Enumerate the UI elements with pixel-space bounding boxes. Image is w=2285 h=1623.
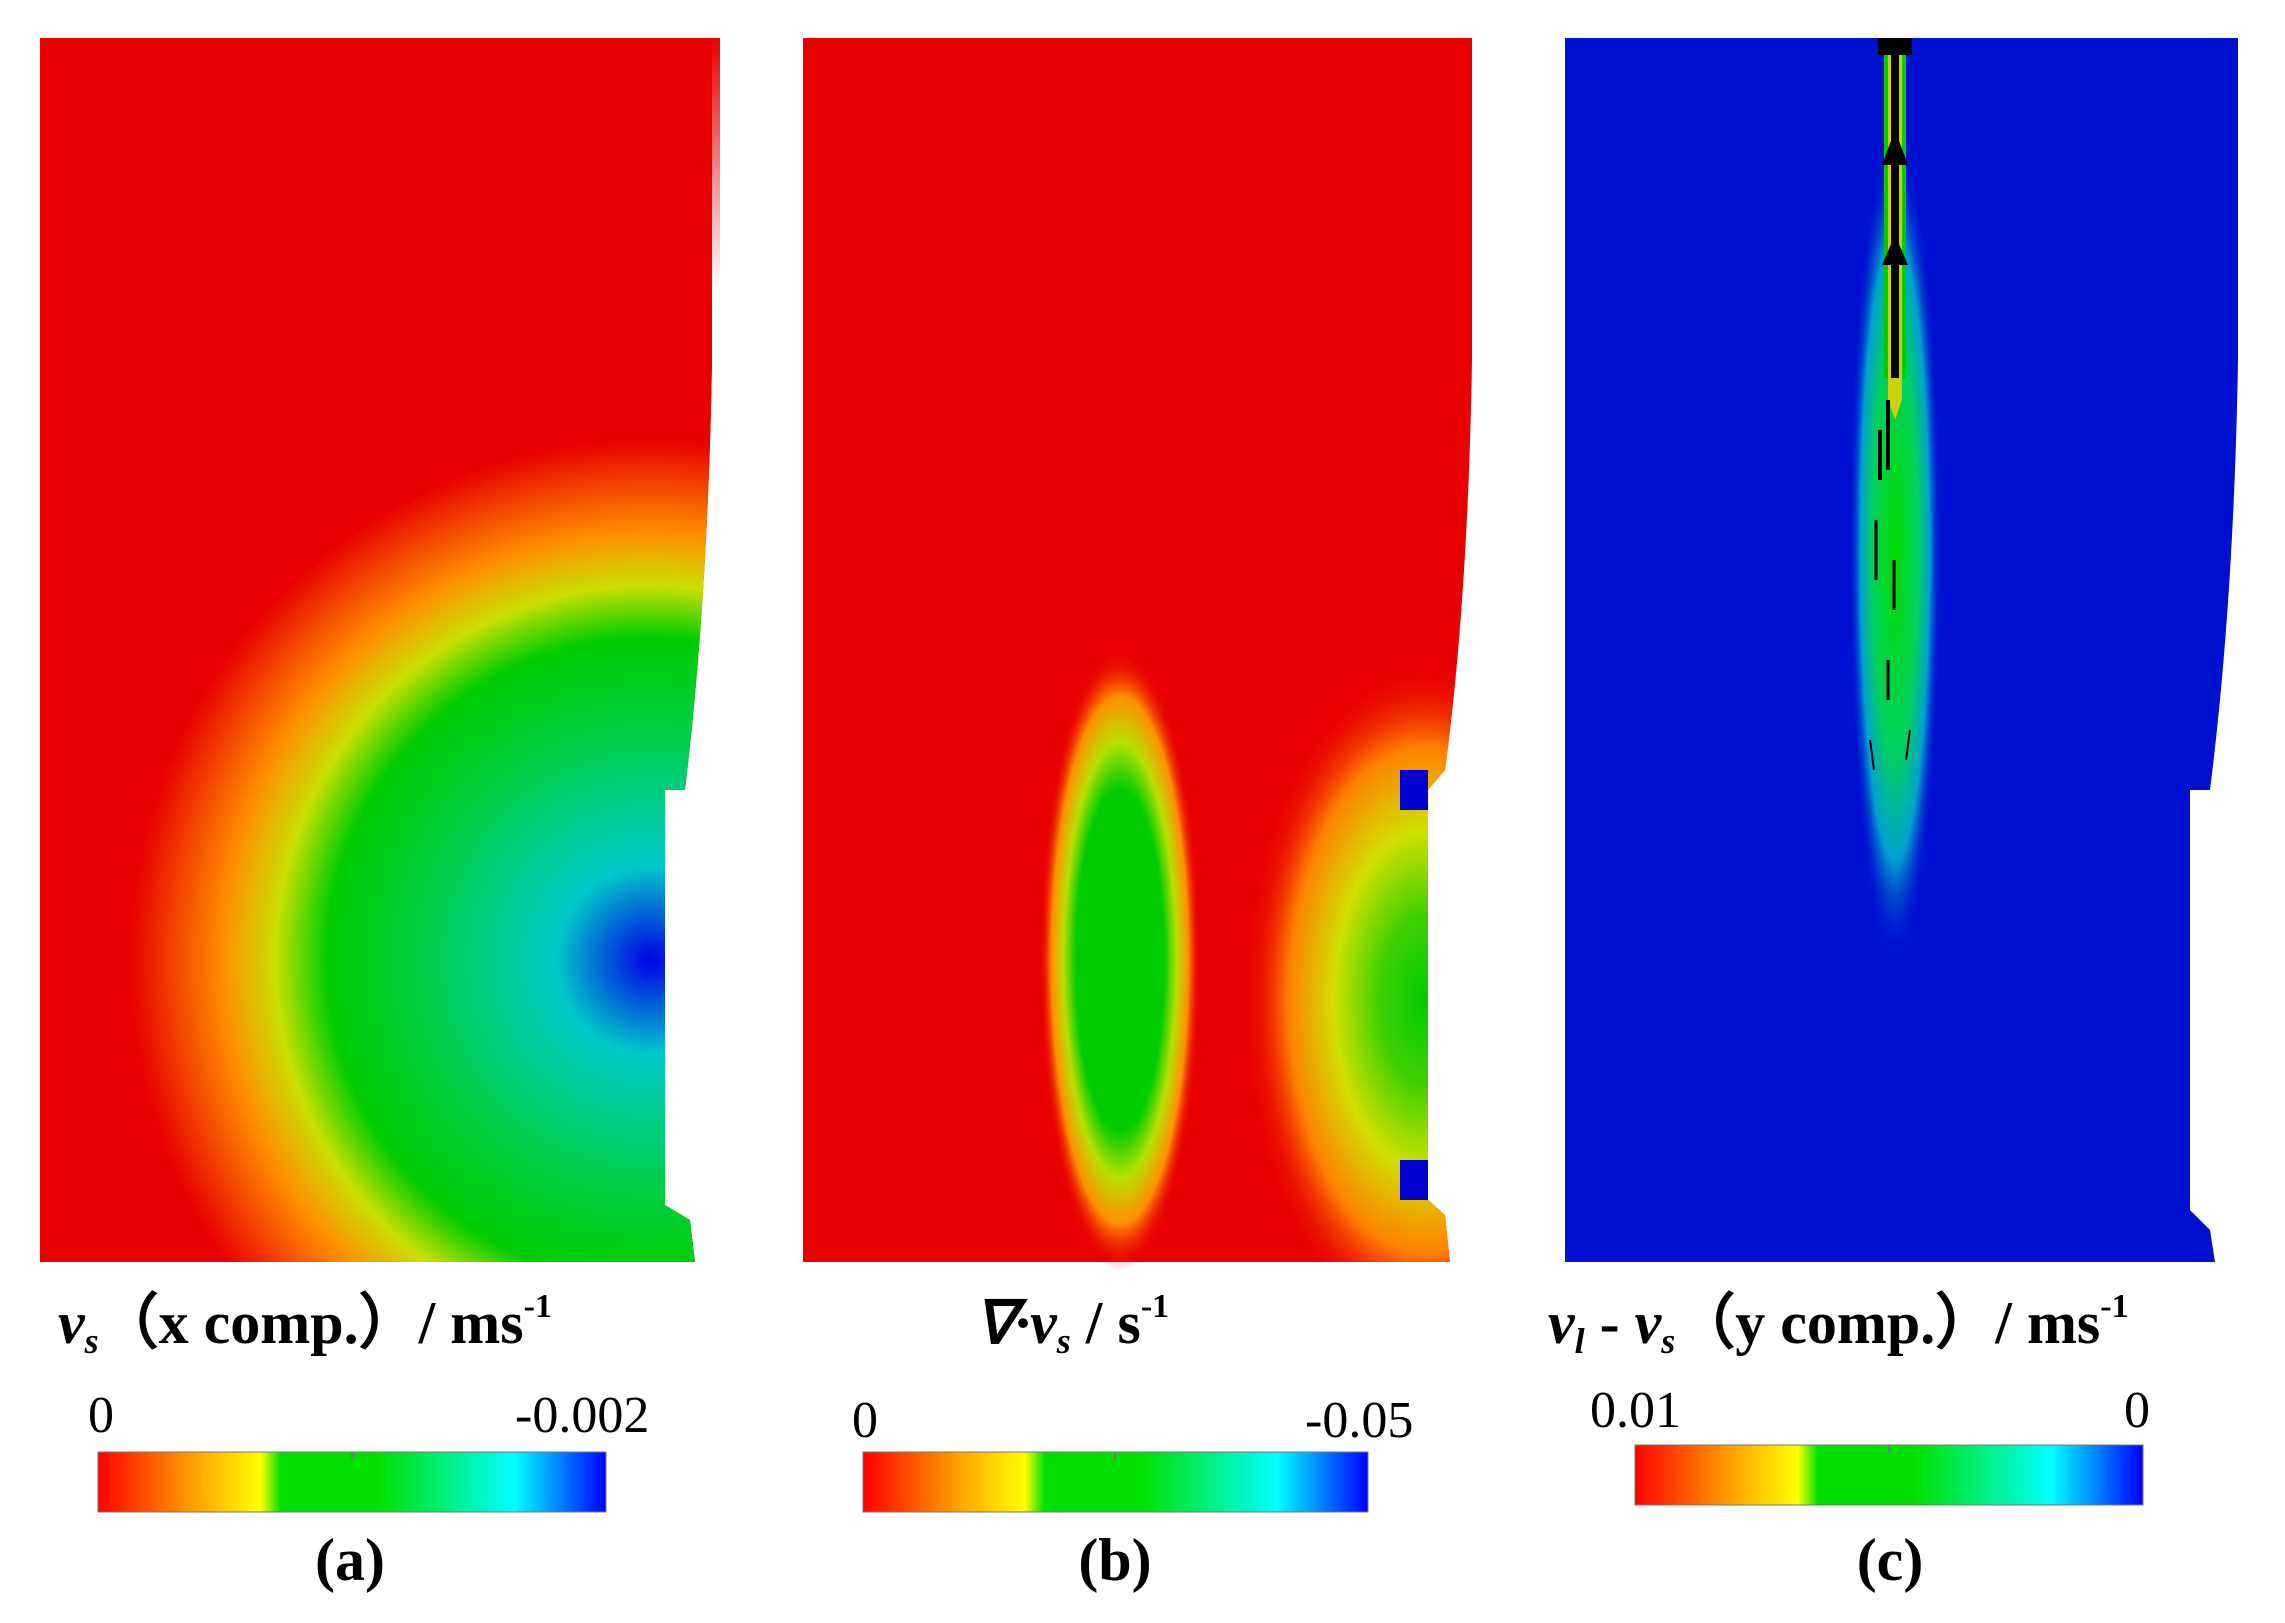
colorbar-c — [1634, 1444, 2144, 1506]
title-c-mid2: - — [1584, 1290, 1635, 1356]
title-c-subscript2: s — [1661, 1321, 1676, 1361]
title-b-subscript: s — [1056, 1321, 1071, 1361]
title-c-symbol: v — [1548, 1290, 1575, 1356]
panel-b-plot — [803, 38, 1472, 1280]
panel-c-title: vl - vs（y comp.）/ ms-1 — [1548, 1288, 2285, 1361]
title-c-superscript: -1 — [2100, 1288, 2129, 1325]
title-b-superscript: -1 — [1140, 1288, 1170, 1325]
colorbar-a-min-label: 0 — [88, 1387, 114, 1444]
title-a-superscript: -1 — [523, 1288, 552, 1325]
colorbar-a-max-label: -0.002 — [515, 1387, 650, 1444]
title-b-symbol: ∇·v — [975, 1290, 1057, 1356]
panel-c-caption: (c) — [1856, 1527, 1924, 1593]
colorbar-c-max-label: 0 — [2124, 1382, 2150, 1439]
colorbar-b-min-label: 0 — [852, 1392, 878, 1449]
title-a-mid: （x comp.）/ ms — [98, 1290, 524, 1356]
panel-b-caption: (b) — [1078, 1527, 1152, 1593]
title-a-symbol: v — [58, 1290, 85, 1356]
panel-a-title: vs（x comp.）/ ms-1 — [58, 1288, 668, 1361]
colorbar-b — [862, 1451, 1369, 1513]
colorbar-c-min-label: 0.01 — [1590, 1382, 1681, 1439]
panel-c-plot — [1565, 38, 2238, 1262]
panel-b-title: ∇·vs / s-1 — [975, 1288, 1375, 1361]
title-b-mid: / s — [1070, 1290, 1141, 1356]
title-c-subscript: l — [1574, 1321, 1585, 1361]
title-a-subscript: s — [84, 1321, 99, 1361]
colorbar-b-max-label: -0.05 — [1305, 1392, 1414, 1449]
panel-a-plot — [40, 38, 720, 1262]
title-c-symbol2: v — [1634, 1290, 1662, 1356]
title-c-mid: （y comp.）/ ms — [1675, 1290, 2101, 1356]
colorbar-a — [97, 1451, 607, 1513]
panel-a-caption: (a) — [315, 1527, 385, 1593]
